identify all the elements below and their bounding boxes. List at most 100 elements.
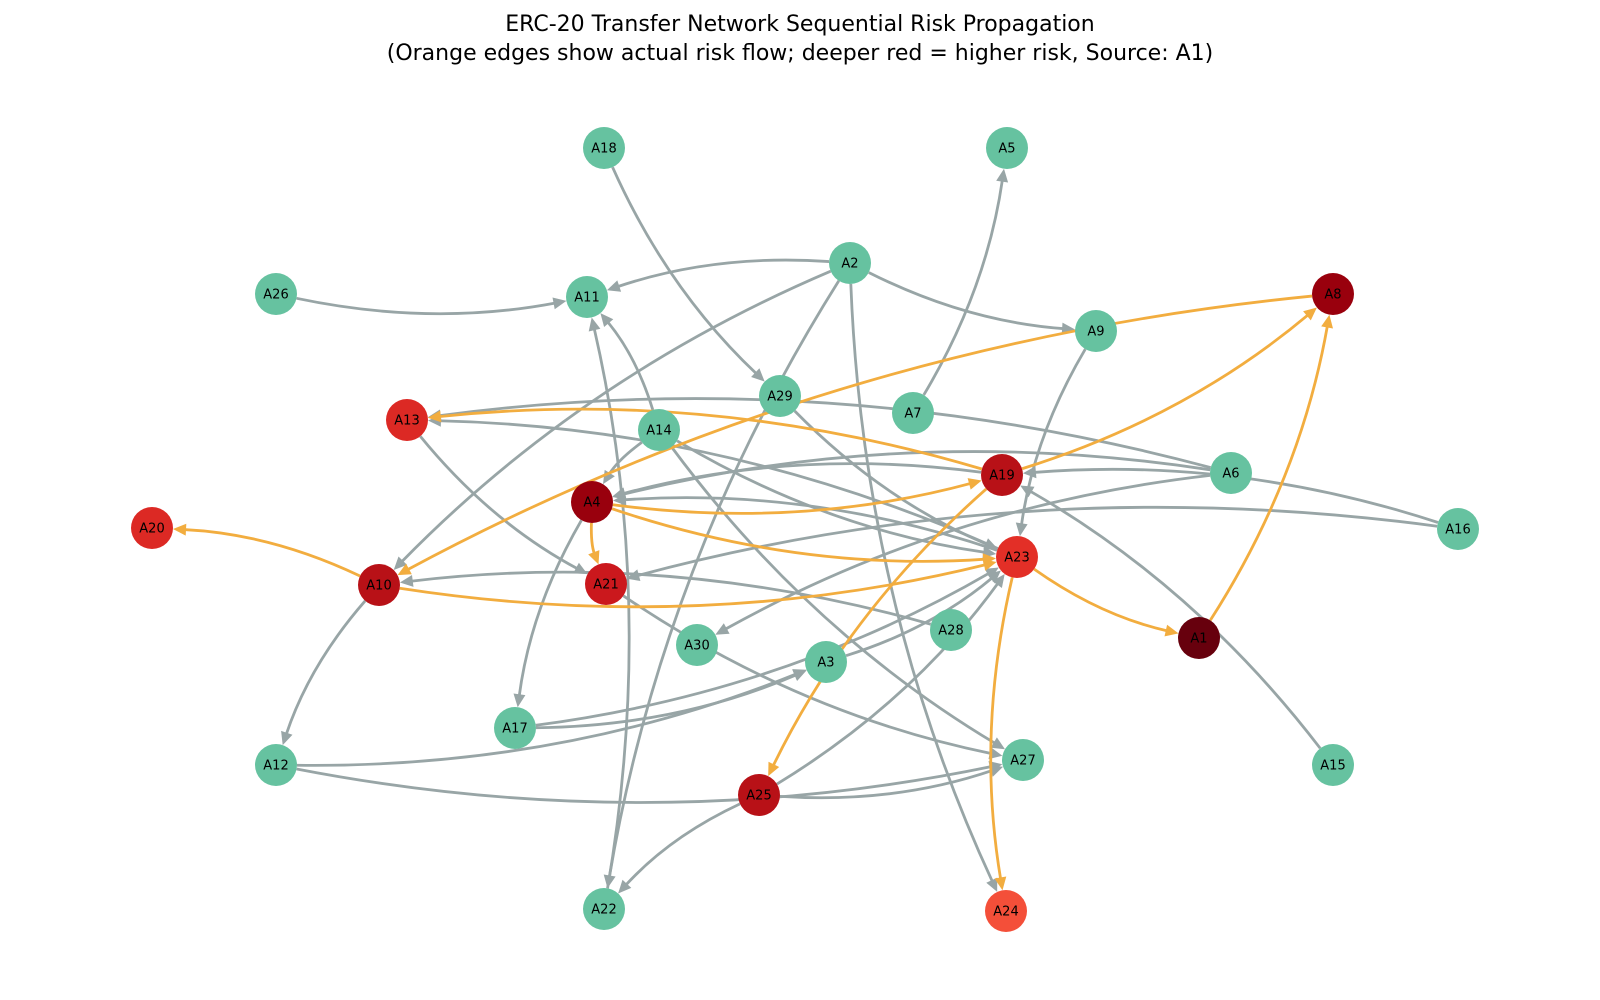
node-label: A7 — [904, 407, 921, 422]
node-A7[interactable]: A7 — [892, 392, 934, 434]
node-A30[interactable]: A30 — [676, 624, 718, 666]
node-circle — [494, 707, 536, 749]
node-A10[interactable]: A10 — [358, 564, 400, 606]
node-A17[interactable]: A17 — [494, 707, 536, 749]
node-A6[interactable]: A6 — [1210, 452, 1252, 494]
node-label: A26 — [263, 288, 288, 303]
edge-A17-A23 — [535, 571, 991, 727]
node-label: A4 — [583, 496, 600, 511]
edge-A2-A22 — [607, 280, 841, 878]
arrowhead-A2-A11 — [606, 280, 622, 292]
arrowhead-A16-A19 — [1022, 466, 1037, 479]
arrowhead-A22-A11 — [588, 317, 601, 332]
node-circle — [986, 127, 1028, 169]
edge-A23-A13 — [438, 419, 999, 550]
arrowhead-A14-A27 — [990, 737, 1005, 750]
node-A14[interactable]: A14 — [638, 409, 680, 451]
node-label: A3 — [817, 656, 834, 671]
arrowhead-A10-A23 — [982, 559, 997, 571]
node-label: A11 — [574, 291, 599, 306]
node-circle — [805, 641, 847, 683]
node-circle — [255, 273, 297, 315]
arrowhead-A28-A10 — [399, 575, 414, 587]
node-A3[interactable]: A3 — [805, 641, 847, 683]
title-line-2: (Orange edges show actual risk flow; dee… — [386, 41, 1214, 66]
node-label: A9 — [1087, 325, 1104, 340]
node-label: A29 — [767, 390, 792, 405]
edge-A28-A10 — [410, 570, 932, 626]
node-A16[interactable]: A16 — [1437, 508, 1479, 550]
arrowhead-A19-A8 — [1303, 307, 1317, 321]
arrowhead-A3-A23 — [987, 570, 1001, 584]
node-A21[interactable]: A21 — [585, 563, 627, 605]
arrowhead-A19-A25 — [768, 761, 780, 777]
node-circle — [1312, 273, 1354, 315]
node-circle — [566, 276, 608, 318]
node-A29[interactable]: A29 — [759, 375, 801, 417]
node-A1[interactable]: A1 — [1178, 617, 1220, 659]
node-circle — [638, 409, 680, 451]
node-A26[interactable]: A26 — [255, 273, 297, 315]
node-label: A27 — [1010, 754, 1035, 769]
edge-A19-A4 — [622, 462, 982, 496]
edge-A4-A23 — [611, 507, 986, 563]
arrowhead-A1-A8 — [1321, 314, 1333, 329]
node-circle — [1437, 508, 1479, 550]
node-A12[interactable]: A12 — [255, 744, 297, 786]
edge-A25-A27 — [779, 769, 994, 800]
node-label: A12 — [263, 759, 288, 774]
node-A28[interactable]: A28 — [930, 609, 972, 651]
arrowhead-A4-A19 — [967, 478, 982, 490]
node-A27[interactable]: A27 — [1002, 739, 1044, 781]
node-A19[interactable]: A19 — [981, 454, 1023, 496]
node-A22[interactable]: A22 — [583, 888, 625, 930]
node-A13[interactable]: A13 — [386, 399, 428, 441]
arrowhead-A4-A17 — [513, 693, 526, 708]
arrowhead-A14-A11 — [600, 313, 614, 327]
node-label: A25 — [746, 789, 771, 804]
node-label: A2 — [841, 257, 858, 272]
edge-A19-A13 — [438, 407, 983, 471]
edge-A14-A27 — [670, 446, 997, 745]
edge-A3-A23 — [845, 576, 994, 658]
node-circle — [1002, 739, 1044, 781]
node-A23[interactable]: A23 — [996, 536, 1038, 578]
node-label: A21 — [593, 578, 618, 593]
node-A2[interactable]: A2 — [829, 242, 871, 284]
edge-A4-A17 — [517, 519, 583, 697]
node-A9[interactable]: A9 — [1075, 310, 1117, 352]
title-line-1: ERC-20 Transfer Network Sequential Risk … — [505, 12, 1095, 37]
node-A18[interactable]: A18 — [583, 127, 625, 169]
edge-A2-A24 — [849, 283, 994, 883]
edge-A14-A23 — [676, 439, 986, 554]
edge-A7-A5 — [922, 179, 1004, 396]
node-circle — [386, 399, 428, 441]
node-circle — [738, 774, 780, 816]
node-A24[interactable]: A24 — [985, 890, 1027, 932]
node-circle — [1178, 617, 1220, 659]
node-A25[interactable]: A25 — [738, 774, 780, 816]
node-A5[interactable]: A5 — [986, 127, 1028, 169]
node-circle — [571, 481, 613, 523]
edge-A9-A23 — [1020, 348, 1087, 526]
arrowhead-A25-A22 — [618, 879, 632, 894]
edge-A2-A10 — [400, 269, 832, 564]
node-A8[interactable]: A8 — [1312, 273, 1354, 315]
arrowhead-A18-A29 — [751, 368, 765, 382]
node-circle — [930, 609, 972, 651]
node-label: A17 — [502, 722, 527, 737]
node-A4[interactable]: A4 — [571, 481, 613, 523]
edge-A25-A23 — [776, 582, 1000, 786]
arrowhead-A10-A20 — [173, 523, 187, 536]
edge-A10-A20 — [183, 528, 361, 578]
edge-A2-A9 — [868, 271, 1065, 331]
node-label: A1 — [1190, 632, 1207, 647]
node-circle — [1312, 744, 1354, 786]
node-circle — [759, 375, 801, 417]
node-A11[interactable]: A11 — [566, 276, 608, 318]
node-A20[interactable]: A20 — [131, 507, 173, 549]
node-A15[interactable]: A15 — [1312, 744, 1354, 786]
node-label: A13 — [394, 414, 419, 429]
node-circle — [583, 888, 625, 930]
